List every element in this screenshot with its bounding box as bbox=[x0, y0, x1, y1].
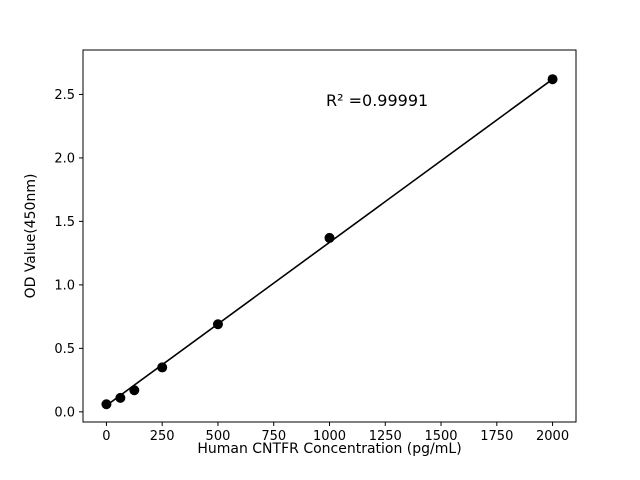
data-point bbox=[101, 399, 112, 410]
data-point bbox=[157, 362, 168, 373]
x-tick-label: 0 bbox=[102, 429, 110, 444]
y-tick-label: 2.0 bbox=[54, 151, 75, 166]
data-point bbox=[324, 232, 335, 243]
y-tick-label: 2.5 bbox=[54, 88, 75, 103]
x-tick-label: 1000 bbox=[313, 429, 346, 444]
data-point bbox=[547, 74, 558, 85]
data-point bbox=[212, 319, 223, 330]
x-axis-label: Human CNTFR Concentration (pg/mL) bbox=[197, 441, 462, 457]
y-tick-label: 0.0 bbox=[54, 405, 75, 420]
y-tick-label: 0.5 bbox=[54, 342, 75, 357]
y-axis-label: OD Value(450nm) bbox=[23, 173, 39, 299]
data-point bbox=[129, 385, 140, 396]
x-tick-label: 2000 bbox=[536, 429, 569, 444]
x-tick-label: 250 bbox=[150, 429, 175, 444]
data-point bbox=[115, 392, 126, 403]
x-tick-label: 750 bbox=[261, 429, 286, 444]
x-tick-label: 1750 bbox=[480, 429, 513, 444]
r-squared-annotation: R² =0.99991 bbox=[326, 91, 429, 110]
y-tick-label: 1.5 bbox=[54, 215, 75, 230]
x-tick-label: 1250 bbox=[369, 429, 402, 444]
y-tick-label: 1.0 bbox=[54, 278, 75, 293]
x-tick-label: 1500 bbox=[424, 429, 457, 444]
x-tick-label: 500 bbox=[206, 429, 231, 444]
